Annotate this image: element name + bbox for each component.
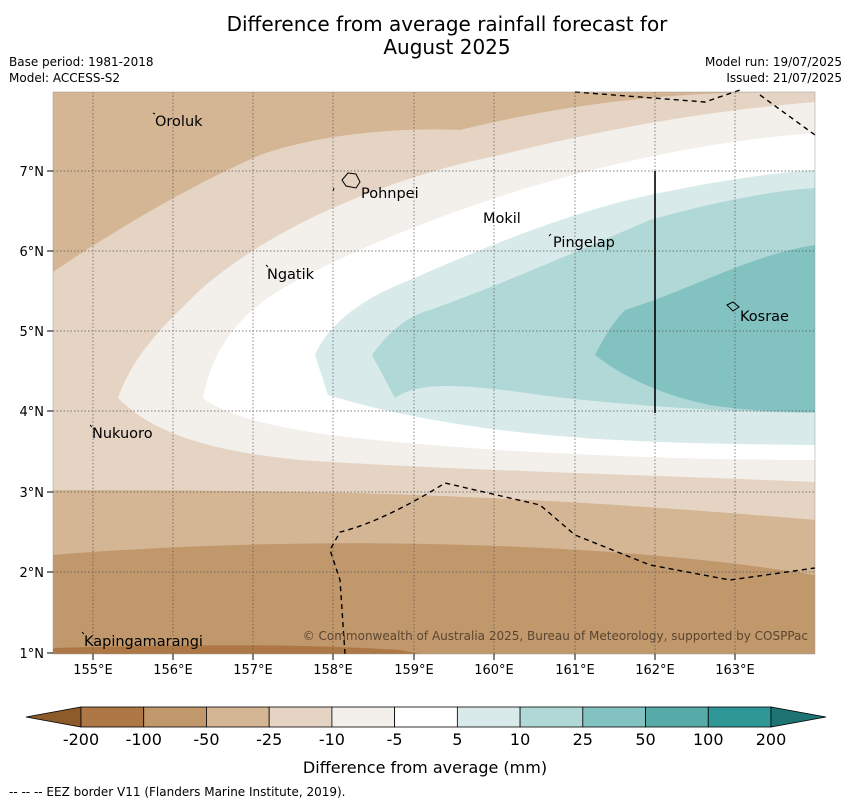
colorbar-tick-label: -50 — [193, 730, 219, 749]
colorbar-tick-label: 100 — [693, 730, 724, 749]
kosrae-island-outline — [726, 301, 740, 312]
colorbar-tick-label: 10 — [510, 730, 530, 749]
colorbar-segments — [25, 706, 827, 728]
lon-label-159: 159°E — [394, 663, 434, 678]
lon-label-162: 162°E — [635, 663, 675, 678]
band-minus100 — [53, 92, 815, 654]
band-plus25 — [595, 245, 815, 412]
place-kapingamarangi: Kapingamarangi — [84, 634, 203, 650]
meta-left: Base period: 1981-2018 Model: ACCESS-S2 — [9, 54, 154, 86]
colorbar-tick-label: -100 — [126, 730, 162, 749]
latitude-labels: 7°N 6°N 5°N 4°N 3°N 2°N 1°N — [20, 165, 53, 662]
lon-label-155: 155°E — [73, 663, 113, 678]
lat-label-3: 3°N — [20, 486, 45, 501]
place-mokil: Mokil — [483, 211, 521, 227]
place-nukuoro: Nukuoro — [92, 426, 153, 442]
lon-label-161: 161°E — [555, 663, 595, 678]
lon-label-158: 158°E — [313, 663, 353, 678]
oroluk-atoll-mark — [152, 112, 156, 115]
place-oroluk: Oroluk — [155, 114, 203, 130]
base-period: Base period: 1981-2018 — [9, 55, 154, 69]
model-name: Model: ACCESS-S2 — [9, 71, 121, 85]
band-minus200 — [53, 645, 420, 654]
lat-label-6: 6°N — [20, 245, 45, 260]
lon-label-156: 156°E — [153, 663, 193, 678]
colorbar-segment — [143, 706, 207, 728]
colorbar-extend-high — [770, 706, 827, 728]
colorbar-segment — [268, 706, 333, 728]
colorbar-tick-label: -25 — [256, 730, 282, 749]
colorbar-segment — [519, 706, 584, 728]
pohnpei-island-outline — [341, 172, 361, 189]
colorbar-segment — [645, 706, 709, 728]
lon-label-157: 157°E — [233, 663, 273, 678]
colorbar-segment — [394, 706, 458, 728]
chart-title: Difference from average rainfall forecas… — [0, 13, 850, 59]
meta-right: Model run: 19/07/2025 Issued: 21/07/2025 — [705, 54, 842, 86]
colorbar-tick-label: 25 — [573, 730, 593, 749]
issued-date: Issued: 21/07/2025 — [726, 71, 842, 85]
ant-atoll-mark — [332, 187, 335, 192]
colorbar-segment — [456, 706, 521, 728]
colorbar-segment — [331, 706, 396, 728]
nukuoro-atoll-mark — [89, 424, 93, 428]
longitude-labels: 155°E 156°E 157°E 158°E 159°E 160°E 161°… — [73, 654, 755, 678]
colorbar-tick-label: -10 — [319, 730, 345, 749]
eez-footnote: -- -- -- EEZ border V11 (Flanders Marine… — [9, 785, 346, 799]
colorbar-tick-label: -200 — [63, 730, 99, 749]
colorbar-segment — [80, 706, 145, 728]
colorbar: -200 -100 -50 -25 -10 -5 5 10 25 50 100 200 Differe… — [25, 706, 827, 777]
map-frame — [52, 91, 816, 655]
colorbar-extend-low — [25, 706, 82, 728]
colorbar-segment — [707, 706, 772, 728]
islands — [81, 112, 740, 635]
eez-border — [329, 89, 816, 655]
copyright-notice: © Commonwealth of Australia 2025, Bureau… — [303, 629, 808, 643]
place-kosrae: Kosrae — [740, 309, 789, 325]
title-line-1: Difference from average rainfall forecas… — [226, 12, 668, 36]
lat-label-1: 1°N — [20, 647, 45, 662]
lon-label-163: 163°E — [715, 663, 755, 678]
kapingamarangi-atoll-mark — [81, 631, 85, 635]
colorbar-title: Difference from average (mm) — [303, 758, 547, 777]
model-run: Model run: 19/07/2025 — [704, 55, 842, 69]
colorbar-segment — [206, 706, 270, 728]
pingelap-atoll-mark — [548, 233, 552, 237]
rainfall-map — [53, 92, 815, 654]
lat-label-2: 2°N — [20, 566, 45, 581]
colorbar-segment — [582, 706, 646, 728]
colorbar-tick-label: -5 — [387, 730, 403, 749]
colorbar-tick-label: 200 — [756, 730, 787, 749]
place-pingelap: Pingelap — [553, 235, 615, 251]
place-labels: Oroluk Pohnpei Mokil Pingelap Ngatik Kos… — [84, 114, 789, 650]
lon-label-160: 160°E — [474, 663, 514, 678]
title-line-2: August 2025 — [383, 35, 511, 59]
ngatik-atoll-mark — [265, 264, 269, 268]
colorbar-labels: -200 -100 -50 -25 -10 -5 5 10 25 50 100 200 — [63, 730, 786, 749]
place-pohnpei: Pohnpei — [361, 186, 419, 202]
place-ngatik: Ngatik — [267, 267, 315, 283]
colorbar-tick-label: 50 — [635, 730, 655, 749]
lat-label-5: 5°N — [20, 325, 45, 340]
colorbar-tick-label: 5 — [452, 730, 462, 749]
lat-label-7: 7°N — [20, 165, 45, 180]
lat-label-4: 4°N — [20, 405, 45, 420]
